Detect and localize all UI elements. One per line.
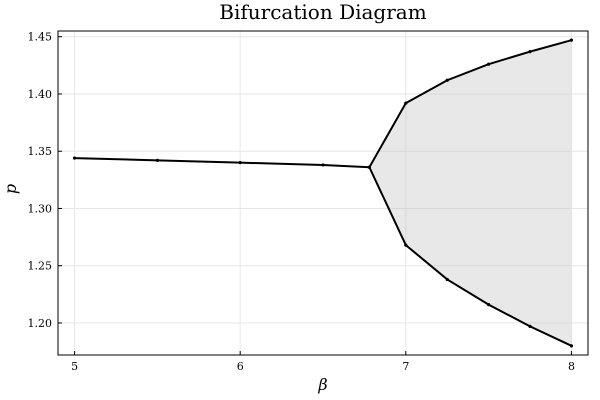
data-point <box>404 243 408 247</box>
y-tick-label: 1.40 <box>28 88 53 101</box>
data-point <box>238 161 242 165</box>
data-points <box>72 38 574 348</box>
x-tick-label: 8 <box>568 360 575 373</box>
data-point <box>72 156 77 160</box>
x-axis-label: β <box>317 375 327 394</box>
y-tick-label: 1.25 <box>28 260 53 273</box>
x-tick-label: 7 <box>402 360 409 373</box>
chaotic-band <box>369 40 572 346</box>
data-point <box>321 163 325 167</box>
data-point <box>528 324 532 328</box>
tick-marks <box>58 36 572 355</box>
data-point <box>487 62 491 66</box>
data-point <box>445 78 449 82</box>
y-tick-label: 1.45 <box>28 31 53 44</box>
plot-frame <box>57 30 589 356</box>
data-point <box>569 344 574 348</box>
data-point <box>367 165 371 169</box>
y-axis-label: p <box>1 184 20 194</box>
y-tick-label: 1.30 <box>28 202 53 215</box>
data-point <box>155 158 159 162</box>
chart-title: Bifurcation Diagram <box>219 0 426 24</box>
data-point <box>445 277 449 282</box>
y-tick-label: 1.35 <box>28 145 53 158</box>
series-line-0 <box>74 39 572 169</box>
series-line-1 <box>368 166 572 347</box>
data-point <box>528 50 532 54</box>
x-tick-label: 6 <box>237 360 244 373</box>
grid <box>58 31 588 355</box>
y-tick-label: 1.20 <box>28 317 53 330</box>
data-point <box>404 101 408 105</box>
data-point <box>569 38 574 42</box>
x-tick-label: 5 <box>71 360 78 373</box>
chaotic-band-fill <box>369 40 572 346</box>
data-point <box>487 303 491 307</box>
